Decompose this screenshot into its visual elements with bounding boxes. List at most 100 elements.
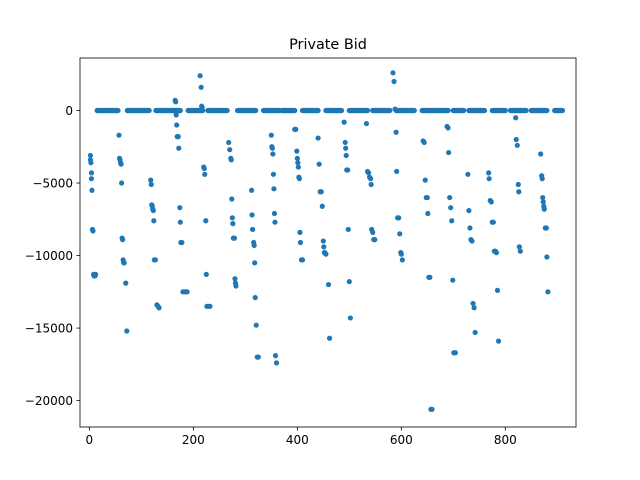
data-point — [539, 176, 545, 182]
data-point — [292, 107, 298, 114]
data-point — [515, 181, 521, 188]
data-point — [148, 177, 154, 183]
data-point — [445, 107, 451, 114]
data-point — [156, 305, 162, 311]
data-point — [295, 160, 301, 166]
data-point — [545, 289, 551, 295]
data-point — [249, 212, 255, 218]
data-point — [495, 338, 502, 344]
data-point — [399, 257, 405, 263]
data-point — [391, 78, 397, 85]
data-point — [93, 271, 99, 278]
y-tick-label: −5000 — [32, 176, 73, 190]
data-point — [318, 189, 324, 195]
data-points — [87, 70, 566, 412]
x-tick-label: 800 — [494, 433, 517, 447]
data-point — [365, 170, 372, 176]
data-point — [390, 70, 396, 76]
data-point — [394, 168, 400, 175]
data-point — [368, 176, 374, 182]
data-point — [151, 218, 157, 224]
data-point — [387, 107, 393, 114]
data-point — [364, 107, 371, 114]
data-point — [342, 139, 348, 146]
data-point — [494, 287, 501, 293]
y-tick-label: 0 — [65, 104, 73, 118]
data-point — [233, 283, 239, 289]
data-point — [152, 257, 158, 263]
data-point — [393, 129, 399, 135]
data-point — [253, 107, 259, 114]
data-point — [326, 335, 333, 341]
data-point — [425, 210, 431, 217]
y-axis-ticks: 0 −5000 −10000 −15000 −20000 — [25, 104, 80, 408]
data-point — [294, 148, 300, 154]
data-point — [203, 271, 209, 278]
data-point — [203, 218, 209, 224]
data-point — [269, 145, 275, 151]
data-point — [517, 248, 523, 254]
data-point — [370, 229, 376, 235]
data-point — [146, 107, 152, 114]
data-point — [465, 171, 471, 177]
data-point — [250, 226, 256, 233]
data-point — [363, 120, 370, 127]
data-point — [173, 112, 179, 118]
data-point — [513, 136, 519, 143]
data-point — [253, 322, 259, 328]
data-point — [177, 219, 183, 225]
data-point — [197, 73, 203, 79]
data-point — [449, 218, 455, 224]
data-point — [559, 107, 566, 114]
data-point — [429, 406, 435, 412]
data-point — [345, 226, 351, 233]
data-point — [293, 126, 299, 132]
data-point — [541, 206, 547, 212]
data-point — [450, 277, 456, 283]
data-point — [445, 125, 451, 131]
data-point — [540, 194, 546, 201]
data-point — [297, 239, 304, 246]
data-point — [452, 350, 458, 356]
data-point — [176, 145, 182, 151]
data-point — [120, 237, 126, 243]
data-point — [174, 122, 180, 128]
data-point — [481, 107, 488, 114]
data-point — [228, 157, 234, 163]
data-point — [179, 239, 185, 246]
x-tick-label: 200 — [182, 433, 205, 447]
data-point — [295, 164, 301, 170]
data-point — [272, 219, 278, 225]
data-point — [461, 107, 467, 114]
data-point — [173, 99, 179, 105]
data-point — [319, 203, 325, 209]
data-point — [252, 295, 258, 301]
data-point — [90, 228, 96, 234]
data-point — [202, 171, 208, 177]
data-point — [397, 231, 403, 237]
data-point — [229, 215, 235, 221]
y-tick-label: −15000 — [25, 321, 73, 335]
data-point — [294, 155, 300, 161]
data-point — [175, 134, 181, 140]
data-point — [470, 300, 476, 307]
data-point — [177, 107, 183, 114]
data-point — [343, 145, 349, 151]
data-point — [516, 244, 522, 250]
data-point — [514, 142, 520, 148]
data-point — [488, 199, 494, 205]
data-point — [270, 151, 276, 157]
data-point — [341, 119, 347, 125]
data-point — [255, 354, 261, 360]
data-point — [232, 276, 238, 282]
data-point — [299, 257, 306, 263]
data-point — [516, 189, 522, 195]
data-point — [540, 199, 546, 205]
data-point — [448, 205, 454, 211]
data-point — [184, 289, 190, 295]
data-point — [398, 251, 404, 257]
data-point — [466, 207, 472, 214]
data-point — [446, 149, 452, 156]
